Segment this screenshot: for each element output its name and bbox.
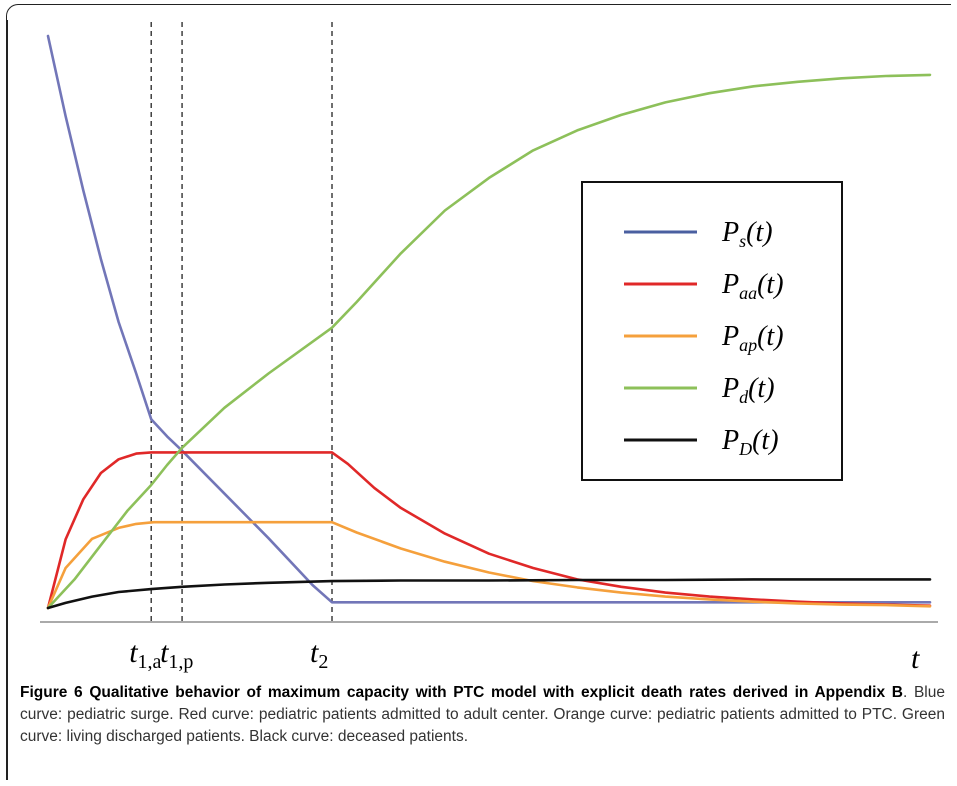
caption-title: Figure 6 Qualitative behavior of maximum… <box>20 684 903 701</box>
series-lines <box>46 34 932 610</box>
legend: Ps(t) Paa(t) Pap(t) Pd(t) PD(t) <box>624 217 784 459</box>
legend-box <box>581 181 843 481</box>
series-line-aa <box>46 451 932 610</box>
x-axis-label: t <box>911 642 920 675</box>
legend-label-aa: Paa(t) <box>721 269 784 303</box>
figure-frame-left <box>6 20 8 780</box>
legend-label-s: Ps(t) <box>721 217 773 251</box>
series-line-ap <box>46 520 932 610</box>
chart: t1,at1,p t2 t Ps(t) Paa(t) Pap(t) Pd(t) PD(t) <box>40 22 938 675</box>
caption-text: . Blue curve: pediatric surge. Red curve… <box>20 684 945 745</box>
x-tick-labels: t1,at1,p t2 <box>129 636 328 673</box>
legend-label-D: PD(t) <box>721 425 779 459</box>
series-line-D <box>46 578 932 610</box>
legend-label-ap: Pap(t) <box>721 321 784 355</box>
tick-guide-lines <box>150 22 333 622</box>
legend-label-d: Pd(t) <box>721 373 775 407</box>
series-line-d <box>46 73 932 610</box>
series-line-s <box>46 34 932 604</box>
x-tick-label-t1a: t1,a <box>129 636 161 673</box>
x-tick-label-t2: t2 <box>310 636 328 673</box>
x-tick-label-t1p: t1,p <box>160 636 193 673</box>
figure-frame-top <box>6 4 951 24</box>
figure-caption: Figure 6 Qualitative behavior of maximum… <box>20 682 945 748</box>
